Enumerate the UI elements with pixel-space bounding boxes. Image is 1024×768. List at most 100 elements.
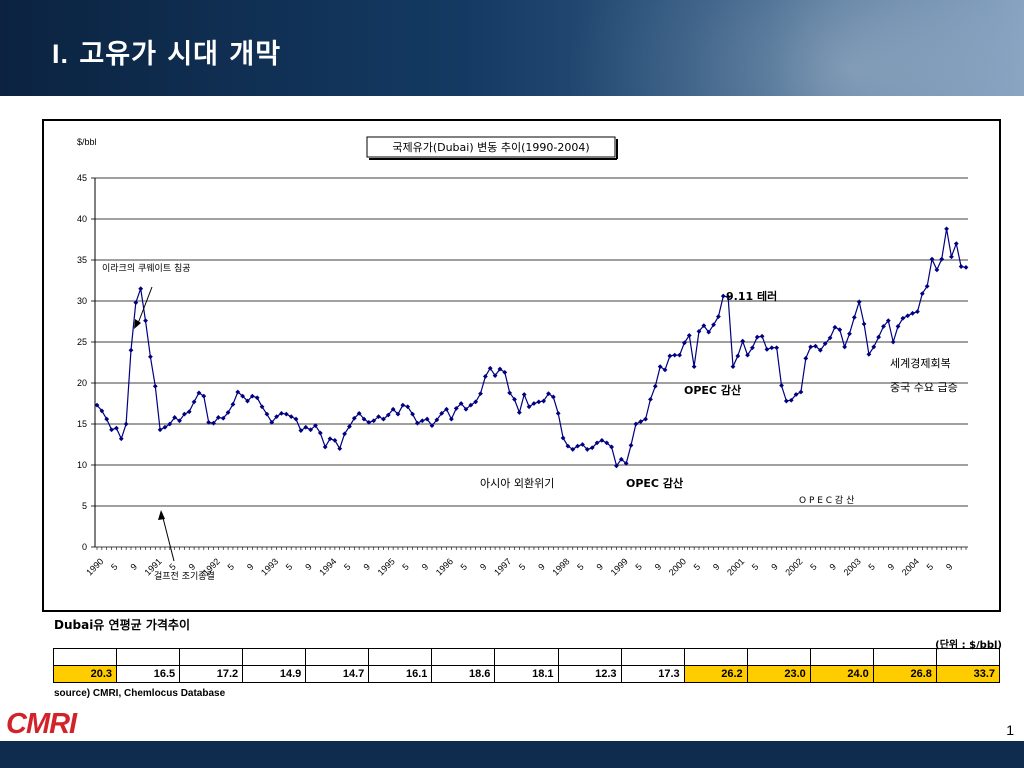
data-point (429, 423, 435, 429)
data-point (949, 254, 954, 260)
data-point (259, 404, 265, 410)
data-point (958, 264, 964, 269)
x-tick-label: 9 (536, 562, 547, 573)
x-tick-label: 5 (167, 562, 178, 573)
x-tick-label: 5 (750, 562, 761, 573)
x-tick-label: 2000 (667, 556, 688, 577)
table-unit: (단위 : $/bbl) (935, 640, 1002, 651)
data-point (686, 333, 692, 338)
data-point (298, 428, 304, 433)
data-point (788, 397, 794, 403)
x-tick-label: 5 (633, 562, 644, 573)
data-point (356, 410, 362, 416)
data-point (400, 402, 406, 408)
data-point (172, 415, 178, 420)
data-point (152, 383, 158, 389)
data-point (759, 333, 765, 339)
table-cell: 26.8 (872, 665, 937, 683)
data-point (405, 404, 411, 410)
data-point (623, 460, 629, 466)
data-point (536, 399, 542, 405)
slide-header: I. 고유가 시대 개막 (0, 0, 1024, 96)
annotation-label: O P E C 감 산 (799, 494, 854, 506)
data-point (730, 364, 736, 369)
x-tick-label: 5 (109, 562, 120, 573)
x-tick-label: 5 (459, 562, 470, 573)
data-point (754, 334, 760, 340)
data-point (847, 331, 852, 337)
annotation-label: 9.11 테러 (726, 289, 777, 303)
data-point (531, 401, 537, 406)
x-tick-label: 5 (925, 562, 936, 573)
data-point (215, 415, 221, 420)
data-point (317, 430, 323, 436)
data-point (167, 421, 173, 427)
data-point (138, 286, 144, 292)
data-point (99, 408, 105, 414)
data-point (492, 373, 498, 379)
x-tick-label: 5 (284, 562, 295, 573)
x-tick-label: 9 (361, 562, 372, 573)
data-point (211, 420, 216, 426)
x-tick-label: 9 (944, 562, 955, 573)
data-point (249, 393, 255, 399)
table-cell: 26.2 (683, 665, 748, 683)
data-point (944, 226, 949, 232)
chart-frame: 0 5 10 15 20 25 30 35 40 45 1990 5 9 1991 5 9 1992 5 9 1993… (42, 119, 1001, 612)
x-tick-label: 5 (400, 562, 411, 573)
data-point (235, 389, 241, 395)
x-tick-label: 9 (128, 562, 139, 573)
data-point (837, 327, 843, 333)
table-cell: 33.7 (935, 665, 1001, 683)
data-point (128, 347, 134, 353)
y-tick-label: 0 (82, 542, 87, 552)
data-point (919, 291, 925, 297)
x-tick-label: 5 (692, 562, 703, 573)
y-tick-label: 5 (82, 501, 87, 511)
data-point (672, 352, 678, 358)
data-point (482, 374, 488, 379)
data-point (706, 329, 712, 335)
data-point (288, 414, 294, 420)
data-point (487, 365, 493, 371)
data-point (512, 397, 517, 402)
x-tick-label: 2003 (842, 556, 863, 577)
x-tick-label: 1990 (84, 556, 105, 577)
annotation-label: 세계경제회복 (890, 357, 951, 370)
x-tick-label: 1995 (376, 556, 397, 577)
data-point (220, 415, 226, 421)
y-tick-label: 10 (77, 460, 87, 470)
table-cell: 14.9 (242, 665, 307, 683)
x-tick-label: 9 (711, 562, 722, 573)
table-cell: 17.2 (179, 665, 244, 683)
data-point (245, 398, 250, 404)
data-point (448, 416, 454, 422)
data-point (516, 410, 522, 415)
data-point (813, 343, 818, 349)
x-tick-label: 5 (226, 562, 237, 573)
y-tick-label: 40 (77, 214, 87, 224)
data-point (410, 411, 415, 417)
data-point (381, 416, 386, 422)
data-point (725, 294, 731, 300)
data-point (439, 410, 445, 416)
annotation-label: 중국 수요 급증 (890, 381, 958, 394)
annotation-label: 이라크의 쿠웨이트 침공 (102, 262, 191, 274)
data-point (283, 411, 289, 417)
y-tick-label: 35 (77, 255, 87, 265)
data-point (682, 340, 687, 346)
x-tick-label: 9 (827, 562, 838, 573)
data-point (453, 406, 459, 411)
data-point (555, 410, 561, 416)
table-cell: 24.0 (809, 665, 874, 683)
data-point (667, 353, 673, 359)
annotation-arrowhead (134, 319, 141, 329)
x-tick-label: 5 (517, 562, 528, 573)
data-point (589, 445, 595, 451)
page-number: 1 (1006, 722, 1014, 738)
x-tick-label: 2001 (725, 556, 746, 577)
data-point (885, 318, 891, 324)
data-point (652, 383, 658, 389)
data-point (953, 241, 959, 246)
data-point (851, 315, 857, 320)
